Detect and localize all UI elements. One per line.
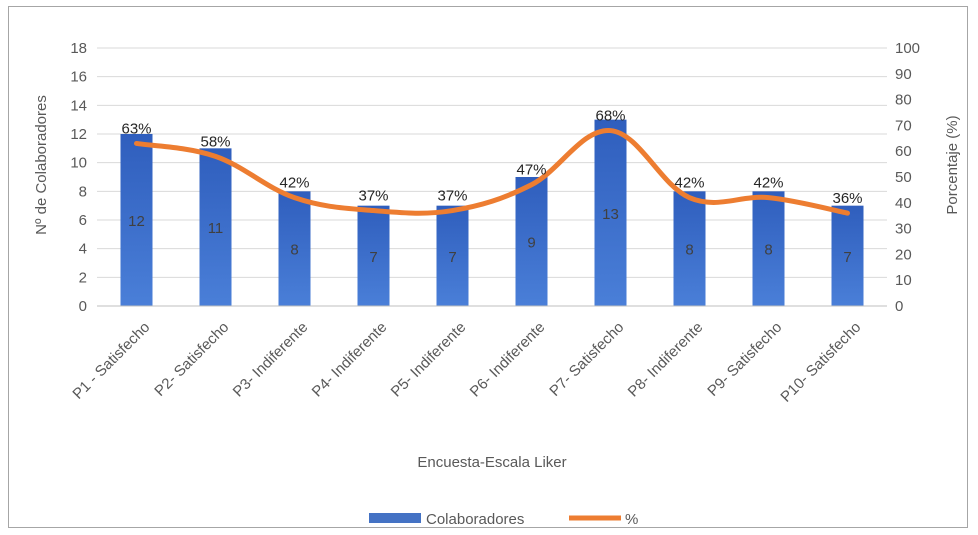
legend: Colaboradores % <box>369 511 638 528</box>
y2-tick-label: 50 <box>895 169 912 186</box>
y-tick-label: 6 <box>79 212 87 229</box>
y2-tick-label: 10 <box>895 272 912 289</box>
y-tick-label: 10 <box>70 155 87 172</box>
percent-point <box>371 208 376 213</box>
percent-point <box>292 195 297 200</box>
x-tick-label: P4- Indiferente <box>309 319 391 401</box>
bar <box>436 205 469 306</box>
chart-frame: 12 11 8 7 7 9 13 8 8 7 63% 58% 42% 37% 37% 47% 68% 42% 42%… <box>8 6 968 528</box>
percent-value-label: 47% <box>516 162 546 179</box>
percent-point <box>608 128 613 133</box>
y2-tick-label: 70 <box>895 117 912 134</box>
bar <box>831 205 864 306</box>
x-tick-label: P1 - Satisfecho <box>69 319 153 403</box>
bar <box>120 134 153 306</box>
bar <box>199 148 232 306</box>
y-tick-label: 8 <box>79 183 87 200</box>
percent-value-label: 42% <box>279 175 309 192</box>
percent-point <box>213 154 218 159</box>
percent-value-label: 37% <box>437 188 467 205</box>
percent-point <box>134 141 139 146</box>
y-tick-label: 0 <box>79 298 87 315</box>
bar-value-label: 7 <box>843 249 851 266</box>
percent-point <box>450 208 455 213</box>
bar-value-label: 7 <box>369 249 377 266</box>
legend-swatch-colaboradores <box>369 513 421 523</box>
percent-value-label: 68% <box>595 108 625 125</box>
percent-point <box>687 195 692 200</box>
bar <box>594 119 627 307</box>
bar-value-label: 7 <box>448 249 456 266</box>
y-tick-label: 12 <box>70 126 87 143</box>
data-labels: 12 11 8 7 7 9 13 8 8 7 63% 58% 42% 37% 37% 47% 68% 42% 42%… <box>121 108 862 266</box>
y-tick-label: 16 <box>70 69 87 86</box>
percent-value-label: 42% <box>674 175 704 192</box>
bar-value-label: 8 <box>764 242 772 259</box>
x-axis-title: Encuesta-Escala Liker <box>417 454 566 471</box>
y2-axis-title: Porcentaje (%) <box>944 115 961 214</box>
percent-value-label: 37% <box>358 188 388 205</box>
y2-tick-label: 40 <box>895 195 912 212</box>
x-tick-label: P9- Satisfecho <box>704 319 785 400</box>
y-tick-label: 2 <box>79 269 87 286</box>
bar <box>357 205 390 306</box>
percent-point <box>529 182 534 187</box>
x-tick-label: P8- Indiferente <box>625 319 707 401</box>
bar <box>515 177 548 306</box>
y2-tick-label: 0 <box>895 298 903 315</box>
y2-tick-label: 80 <box>895 92 912 109</box>
y-tick-label: 18 <box>70 40 87 57</box>
percent-point <box>845 211 850 216</box>
percent-point <box>766 195 771 200</box>
bar <box>752 191 785 306</box>
y2-tick-label: 20 <box>895 246 912 263</box>
percent-value-label: 42% <box>753 175 783 192</box>
bar-value-label: 12 <box>128 213 145 230</box>
y-axis-right: 0 10 20 30 40 50 60 70 80 90 100 <box>895 40 920 315</box>
legend-label-percent: % <box>625 511 638 527</box>
x-tick-label: P7- Satisfecho <box>546 319 627 400</box>
y-axis-title: Nº de Colaboradores <box>33 95 50 235</box>
bar-value-label: 8 <box>685 242 693 259</box>
y-tick-label: 14 <box>70 97 87 114</box>
y2-tick-label: 60 <box>895 143 912 160</box>
y2-tick-label: 30 <box>895 221 912 238</box>
x-tick-label: P2- Satisfecho <box>151 319 232 400</box>
x-tick-label: P5- Indiferente <box>388 319 470 401</box>
percent-value-label: 58% <box>200 133 230 150</box>
x-tick-label: P10- Satisfecho <box>777 319 864 406</box>
line-series-percent <box>134 128 850 216</box>
bar-value-label: 8 <box>290 242 298 259</box>
y2-tick-label: 90 <box>895 66 912 83</box>
y-tick-label: 4 <box>79 241 87 258</box>
percent-line <box>134 128 850 216</box>
percent-value-label: 36% <box>832 190 862 207</box>
bar-value-label: 9 <box>527 235 535 252</box>
percent-value-label: 63% <box>121 120 151 137</box>
bar <box>278 191 311 306</box>
y2-tick-label: 100 <box>895 40 920 57</box>
x-tick-label: P6- Indiferente <box>467 319 549 401</box>
x-tick-label: P3- Indiferente <box>230 319 312 401</box>
bar-value-label: 13 <box>602 206 619 223</box>
bar-series-colaboradores <box>120 119 864 307</box>
bar-value-label: 11 <box>208 220 224 237</box>
bar <box>673 191 706 306</box>
y-axis-left: 0 2 4 6 8 10 12 14 16 18 <box>70 40 87 315</box>
legend-label-colaboradores: Colaboradores <box>426 511 524 527</box>
